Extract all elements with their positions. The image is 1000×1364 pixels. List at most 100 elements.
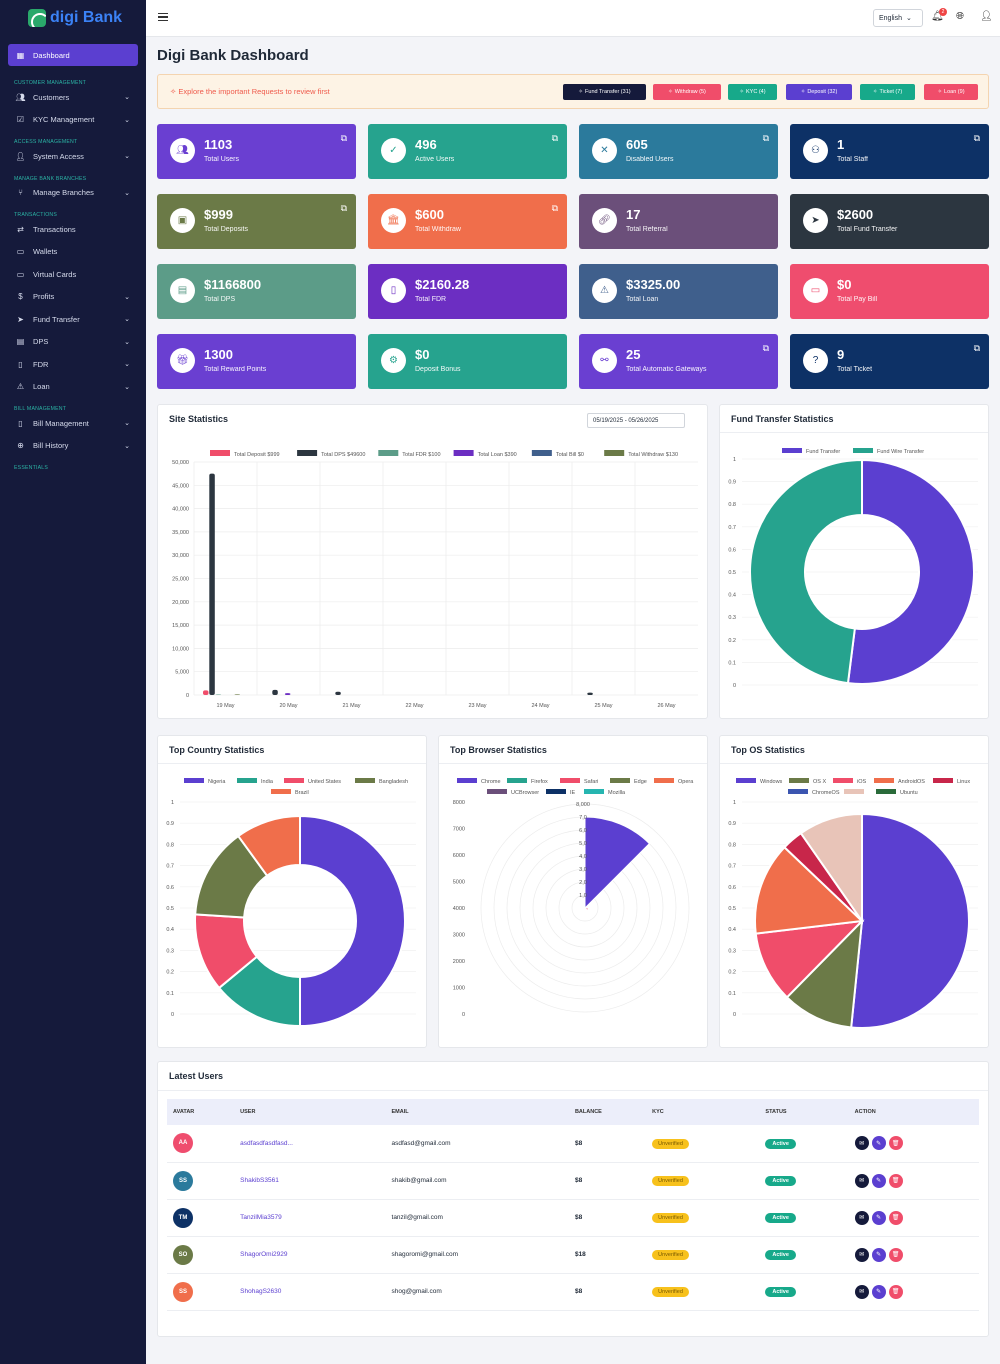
legend-swatch — [933, 778, 953, 783]
user-link[interactable]: asdfasdfasdfasd... — [240, 1139, 293, 1147]
stat-card-total-dps[interactable]: ▤ $1166800 Total DPS — [157, 264, 356, 319]
stat-card-total-fdr[interactable]: ▯ $2160.28 Total FDR — [368, 264, 567, 319]
radial-tick-label: 2,0 — [579, 880, 587, 886]
legend-swatch — [584, 789, 604, 794]
external-link-icon[interactable]: ⧉ — [973, 343, 980, 353]
sidebar-item-bill-history[interactable]: ⊕ Bill History ⌄ — [0, 435, 146, 458]
sidebar-item-wallets[interactable]: ▭ Wallets — [0, 241, 146, 264]
stat-card-total-users[interactable]: 👥︎ 1103 Total Users ⧉ — [157, 124, 356, 179]
bill-icon: ▯ — [18, 418, 23, 428]
chip-icon: ✧ — [937, 89, 943, 95]
sidebar-item-loan[interactable]: ⚠ Loan ⌄ — [0, 376, 146, 399]
chevron-down-icon: ⌄ — [124, 361, 130, 368]
user-link[interactable]: TanzilMia3579 — [240, 1214, 282, 1221]
table-row[interactable]: SS ShohagS2630 shog@gmail.com $8 Unverified A… — [167, 1273, 979, 1311]
request-chip-deposit[interactable]: ✧ Deposit (32) — [786, 84, 852, 100]
delete-icon[interactable]: 🗑︎ — [888, 1173, 903, 1188]
legend-swatch — [457, 778, 477, 783]
edit-icon[interactable]: ✎ — [871, 1210, 886, 1225]
stat-card-total-staff[interactable]: ⚇ 1 Total Staff ⧉ — [790, 124, 989, 179]
external-link-icon[interactable]: ⧉ — [551, 133, 558, 143]
external-link-icon[interactable]: ⧉ — [762, 133, 769, 143]
edit-icon[interactable]: ✎ — [871, 1173, 886, 1188]
legend-swatch — [833, 778, 853, 783]
sidebar-item-transactions[interactable]: ⇄ Transactions — [0, 218, 146, 241]
sidebar-item-system-access[interactable]: 👤︎ System Access ⌄ — [0, 145, 146, 168]
gateway-icon: ⚯ — [592, 348, 617, 373]
external-link-icon[interactable]: ⧉ — [973, 133, 980, 143]
mail-icon[interactable]: ✉ — [854, 1284, 869, 1299]
stat-card-total-loan[interactable]: ⚠ $3325.00 Total Loan — [579, 264, 778, 319]
table-row[interactable]: SO ShagorOmi2929 shagoromi@gmail.com $18 Unv… — [167, 1236, 979, 1274]
sidebar-item-dashboard[interactable]: ▦ Dashboard — [8, 44, 138, 66]
request-chip-fund[interactable]: ✧ Fund Transfer (31) — [563, 84, 646, 100]
menu-toggle-icon[interactable] — [158, 13, 168, 21]
request-chip-kyc[interactable]: ✧ KYC (4) — [728, 84, 777, 100]
delete-icon[interactable]: 🗑︎ — [888, 1284, 903, 1299]
radial-tick-label: 7,0 — [579, 815, 587, 821]
y-tick-label: 40,000 — [172, 507, 189, 513]
stat-card-disabled-users[interactable]: ✕ 605 Disabled Users ⧉ — [579, 124, 778, 179]
request-chip-ticket[interactable]: ✧ Ticket (7) — [860, 84, 915, 100]
stat-card-total-pay-bill[interactable]: ▭ $0 Total Pay Bill — [790, 264, 989, 319]
sidebar-item-kyc-management[interactable]: ☑ KYC Management ⌄ — [0, 109, 146, 132]
user-link[interactable]: ShagorOmi2929 — [240, 1251, 288, 1258]
stat-card-total-deposits[interactable]: ▣ $999 Total Deposits ⧉ — [157, 194, 356, 249]
sidebar-item-customers[interactable]: 👥︎ Customers ⌄ — [0, 86, 146, 109]
stat-card-active-users[interactable]: ✓ 496 Active Users ⧉ — [368, 124, 567, 179]
stat-card-total-automatic-gateways[interactable]: ⚯ 25 Total Automatic Gateways ⧉ — [579, 334, 778, 389]
table-row[interactable]: AA asdfasdfasdfasd... asdfasd@gmail.com $8 U… — [167, 1125, 979, 1163]
request-chip-withdraw[interactable]: ✧ Withdraw (5) — [653, 84, 721, 100]
paybill-icon: ▭ — [803, 278, 828, 303]
pie-slice — [850, 812, 970, 1029]
edit-icon[interactable]: ✎ — [871, 1247, 886, 1262]
bell-icon[interactable]: 🔔︎ — [931, 11, 944, 22]
send-icon: ➤ — [17, 314, 24, 324]
mail-icon[interactable]: ✉ — [854, 1210, 869, 1225]
language-select[interactable]: English ⌄ — [873, 9, 923, 27]
user-link[interactable]: ShakibS3561 — [240, 1177, 279, 1184]
column-header: USER — [234, 1099, 386, 1125]
date-range-input[interactable]: 05/19/2025 - 05/26/2025 — [587, 413, 685, 428]
table-row[interactable]: SS ShakibS3561 shakib@gmail.com $8 Unverifie… — [167, 1162, 979, 1200]
pie-slice — [754, 919, 865, 999]
stat-card-total-fund-transfer[interactable]: ➤ $2600 Total Fund Transfer — [790, 194, 989, 249]
globe-icon[interactable]: 🌐︎ — [956, 11, 964, 22]
browser-panel: Top Browser Statistics Chrome Firefox Safa… — [438, 735, 708, 1048]
request-chip-loan[interactable]: ✧ Loan (9) — [924, 84, 978, 100]
warning-icon: ⚠ — [592, 278, 617, 303]
sidebar-item-profits[interactable]: $ Profits ⌄ — [0, 286, 146, 309]
stat-card-deposit-bonus[interactable]: ⚙ $0 Deposit Bonus — [368, 334, 567, 389]
stat-card-total-reward-points[interactable]: 🎁︎ 1300 Total Reward Points — [157, 334, 356, 389]
brand-logo[interactable]: digi Bank — [0, 0, 146, 36]
sidebar-item-fdr[interactable]: ▯ FDR ⌄ — [0, 353, 146, 376]
sidebar-item-fund-transfer[interactable]: ➤ Fund Transfer ⌄ — [0, 308, 146, 331]
delete-icon[interactable]: 🗑︎ — [888, 1210, 903, 1225]
external-link-icon[interactable]: ⧉ — [340, 133, 347, 143]
delete-icon[interactable]: 🗑︎ — [888, 1136, 903, 1151]
mail-icon[interactable]: ✉ — [854, 1136, 869, 1151]
sidebar-item-virtual-cards[interactable]: ▭ Virtual Cards — [0, 263, 146, 286]
stat-card-total-referral[interactable]: 🔗︎ 17 Total Referral — [579, 194, 778, 249]
mail-icon[interactable]: ✉ — [854, 1173, 869, 1188]
edit-icon[interactable]: ✎ — [871, 1284, 886, 1299]
external-link-icon[interactable]: ⧉ — [551, 203, 558, 213]
action-cell: ✉ ✎ 🗑︎ — [848, 1236, 979, 1274]
external-link-icon[interactable]: ⧉ — [762, 343, 769, 353]
sidebar-item-manage-branches[interactable]: ⑂ Manage Branches ⌄ — [0, 182, 146, 205]
stat-card-total-withdraw[interactable]: 🏛︎ $600 Total Withdraw ⧉ — [368, 194, 567, 249]
stat-card-total-ticket[interactable]: ? 9 Total Ticket ⧉ — [790, 334, 989, 389]
user-link[interactable]: ShohagS2630 — [240, 1288, 282, 1295]
table-row[interactable]: TM TanzilMia3579 tanzil@gmail.com $8 Unverif… — [167, 1199, 979, 1237]
mail-icon[interactable]: ✉ — [854, 1247, 869, 1262]
sidebar-item-dps[interactable]: ▤ DPS ⌄ — [0, 331, 146, 354]
bar — [272, 689, 278, 695]
edit-icon[interactable]: ✎ — [871, 1136, 886, 1151]
send-icon: ➤ — [803, 208, 828, 233]
sidebar-item-bill-management[interactable]: ▯ Bill Management ⌄ — [0, 412, 146, 435]
delete-icon[interactable]: 🗑︎ — [888, 1247, 903, 1262]
legend-swatch — [844, 789, 864, 794]
x-tick-label: 22 May — [405, 703, 423, 709]
external-link-icon[interactable]: ⧉ — [340, 203, 347, 213]
profile-icon[interactable]: 👤︎ — [980, 11, 993, 22]
